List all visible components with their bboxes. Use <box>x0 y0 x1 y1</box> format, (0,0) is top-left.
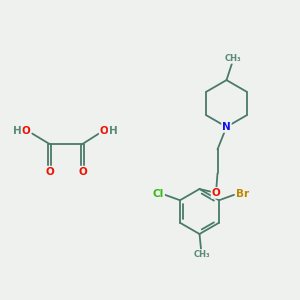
Text: O: O <box>100 126 109 136</box>
Text: H: H <box>109 126 118 136</box>
Text: O: O <box>22 126 31 136</box>
Text: CH₃: CH₃ <box>225 54 242 63</box>
Text: O: O <box>212 188 220 198</box>
Text: O: O <box>78 167 87 177</box>
Text: Br: Br <box>236 189 249 199</box>
Text: Cl: Cl <box>153 189 164 199</box>
Text: CH₃: CH₃ <box>193 250 210 259</box>
Text: O: O <box>45 167 54 177</box>
Text: N: N <box>222 122 231 132</box>
Text: H: H <box>13 126 22 136</box>
